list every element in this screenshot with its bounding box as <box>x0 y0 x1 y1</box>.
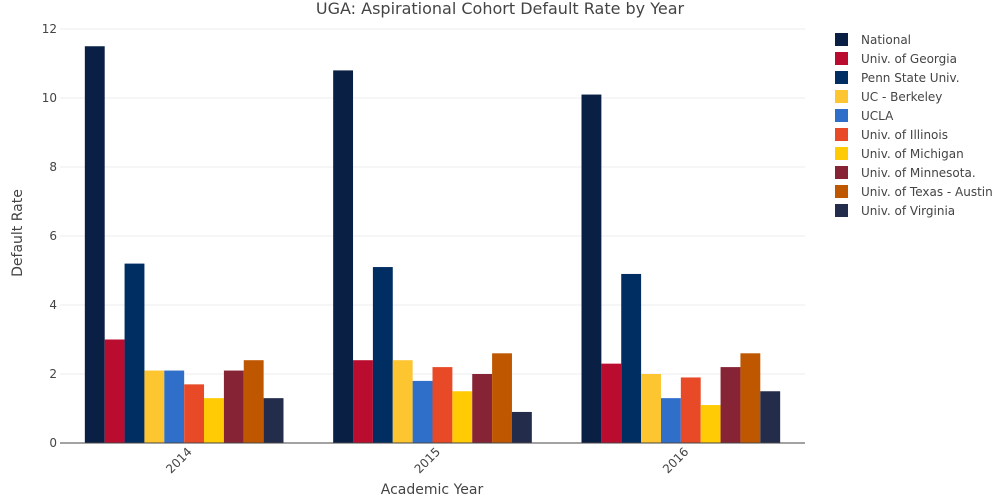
bar <box>353 360 373 443</box>
legend-label: Univ. of Texas - Austin <box>861 185 993 199</box>
bars <box>84 46 781 444</box>
legend-label: Univ. of Georgia <box>861 52 957 66</box>
legend-label: National <box>861 33 911 47</box>
bar <box>144 370 165 443</box>
legend-label: Univ. of Minnesota. <box>861 166 976 180</box>
bar <box>492 353 512 443</box>
bar <box>452 391 473 443</box>
chart-title: UGA: Aspirational Cohort Default Rate by… <box>316 0 685 18</box>
bar <box>511 411 532 443</box>
legend-label: UC - Berkeley <box>861 90 942 104</box>
legend-swatch <box>835 109 848 122</box>
bar <box>412 380 433 443</box>
bar <box>164 370 185 443</box>
bar <box>472 374 493 443</box>
bar <box>263 398 284 443</box>
bar <box>204 398 224 443</box>
legend: National Univ. of Georgia Penn State Univ.… <box>835 33 993 218</box>
bar <box>432 367 453 443</box>
legend-label: Univ. of Illinois <box>861 128 948 142</box>
y-tick-label: 6 <box>49 229 57 243</box>
bar <box>680 377 701 443</box>
x-axis-ticks: 2014 2015 2016 <box>163 445 691 476</box>
bar <box>601 363 622 443</box>
y-tick-label: 12 <box>42 22 57 36</box>
bar <box>372 267 393 443</box>
legend-swatch <box>835 128 848 141</box>
bar <box>84 46 105 443</box>
legend-label: Penn State Univ. <box>861 71 960 85</box>
y-axis-title: Default Rate <box>10 189 26 277</box>
bar <box>581 94 602 444</box>
gridlines <box>60 28 805 375</box>
y-tick-label: 8 <box>49 160 57 174</box>
legend-swatch <box>835 185 848 198</box>
bar <box>641 374 661 443</box>
x-tick-label: 2014 <box>163 445 194 476</box>
legend-swatch <box>835 33 848 46</box>
legend-label: Univ. of Virginia <box>861 204 955 218</box>
x-axis-title: Academic Year <box>381 482 484 498</box>
bar <box>184 384 205 443</box>
bar <box>740 353 761 443</box>
bar <box>124 263 145 443</box>
bar <box>243 360 264 443</box>
bar <box>333 70 354 444</box>
bar <box>700 405 721 443</box>
legend-swatch <box>835 90 848 103</box>
bar <box>392 360 413 443</box>
legend-swatch <box>835 52 848 65</box>
y-tick-label: 2 <box>49 367 57 381</box>
bar <box>223 370 244 443</box>
y-tick-label: 10 <box>42 91 57 105</box>
x-tick-label: 2016 <box>660 445 691 476</box>
bar <box>760 391 781 443</box>
legend-swatch <box>835 71 848 84</box>
y-tick-label: 0 <box>49 436 57 450</box>
legend-swatch <box>835 166 848 179</box>
y-axis-ticks: 0 2 4 6 8 10 12 <box>42 22 57 450</box>
legend-swatch <box>835 147 848 160</box>
legend-label: UCLA <box>861 109 894 123</box>
bar <box>660 398 681 443</box>
bar <box>104 339 125 443</box>
legend-swatch <box>835 204 848 217</box>
bar <box>720 367 741 443</box>
x-tick-label: 2015 <box>412 445 443 476</box>
legend-label: Univ. of Michigan <box>861 147 964 161</box>
y-tick-label: 4 <box>49 298 57 312</box>
bar <box>621 273 642 443</box>
